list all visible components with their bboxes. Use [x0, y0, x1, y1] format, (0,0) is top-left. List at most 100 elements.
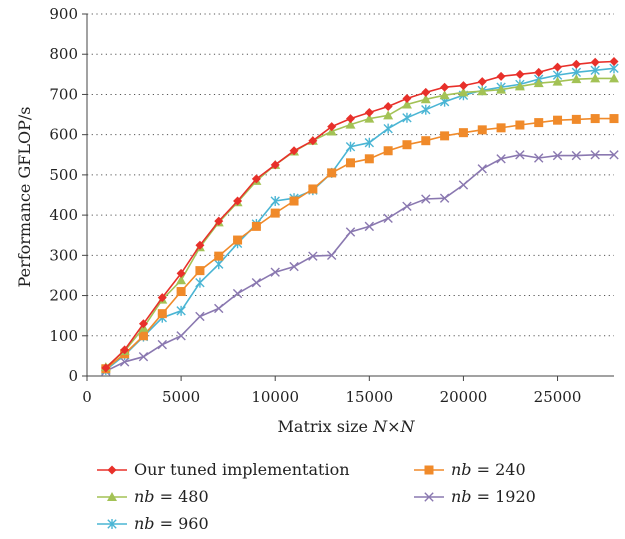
data-point: [345, 119, 356, 129]
data-point: [214, 259, 224, 270]
data-point: [515, 120, 525, 130]
series-line: [105, 77, 614, 368]
data-point: [571, 59, 581, 69]
data-point: [195, 240, 205, 250]
legend-label: nb = 960: [134, 514, 209, 533]
data-point: [346, 114, 355, 124]
data-point: [534, 118, 544, 128]
y-tick-label: 100: [49, 327, 78, 345]
data-point: [477, 86, 488, 96]
data-point: [270, 160, 280, 170]
data-point: [214, 251, 224, 261]
data-point: [401, 99, 412, 109]
series-line: [105, 153, 614, 372]
data-point: [571, 114, 581, 124]
data-point: [138, 319, 148, 329]
data-point: [421, 87, 431, 97]
data-point: [157, 309, 167, 319]
data-point: [364, 113, 375, 123]
data-point: [402, 93, 412, 103]
data-point: [477, 164, 487, 174]
data-point: [308, 136, 318, 146]
series-group: [100, 56, 619, 376]
data-point: [515, 69, 525, 79]
data-point: [176, 287, 186, 297]
axes: [82, 13, 614, 381]
data-point: [157, 339, 167, 350]
y-tick-label: 0: [68, 367, 78, 385]
data-point: [176, 275, 187, 285]
series-2: [100, 73, 619, 372]
data-point: [552, 76, 563, 86]
data-point: [326, 250, 337, 261]
data-point: [590, 57, 600, 67]
data-point: [176, 305, 186, 316]
series-3: [101, 63, 619, 375]
data-point: [383, 213, 393, 224]
data-point: [609, 56, 619, 66]
legend-item: Our tuned implementation: [97, 460, 350, 479]
x-tick-label: 0: [82, 388, 92, 406]
data-point: [346, 158, 355, 168]
data-point: [233, 196, 243, 206]
data-point: [176, 268, 186, 278]
data-point: [289, 261, 299, 272]
legend-marker: [107, 519, 117, 529]
gridlines: [87, 13, 614, 337]
y-tick-label: 400: [49, 206, 78, 224]
y-tick-label: 700: [49, 85, 78, 103]
legend-item: nb = 480: [97, 487, 209, 506]
legend-marker: [424, 465, 434, 475]
data-point: [120, 345, 130, 355]
data-point: [609, 114, 619, 124]
data-point: [383, 102, 393, 112]
data-point: [421, 136, 431, 146]
data-point: [590, 73, 601, 83]
data-point: [308, 184, 318, 194]
legend-marker: [424, 492, 434, 502]
data-point: [364, 108, 374, 118]
data-point: [383, 110, 394, 120]
legend: Our tuned implementation nb = 240 nb = 480…: [97, 460, 536, 533]
data-point: [477, 77, 487, 87]
series-line: [105, 60, 615, 369]
data-point: [195, 277, 205, 288]
data-point: [195, 311, 205, 322]
data-point: [364, 137, 375, 148]
data-point: [308, 251, 318, 261]
data-point: [345, 227, 356, 237]
data-point: [176, 331, 186, 341]
data-point: [439, 90, 450, 100]
data-point: [402, 112, 412, 123]
y-tick-label: 300: [49, 246, 78, 264]
data-point: [345, 141, 356, 152]
data-point: [534, 153, 544, 163]
data-point: [458, 180, 469, 190]
data-point: [477, 125, 487, 135]
data-point: [514, 81, 525, 91]
x-axis-title: Matrix size N×N: [278, 417, 416, 436]
data-point: [251, 221, 261, 231]
data-point: [590, 150, 600, 160]
data-point: [496, 71, 506, 81]
data-point: [157, 293, 167, 303]
data-point: [458, 87, 469, 97]
data-point: [383, 146, 393, 156]
data-point: [270, 267, 280, 277]
legend-marker: [107, 465, 117, 475]
data-point: [458, 81, 468, 91]
data-point: [440, 131, 450, 141]
x-tick-label: 5000: [162, 388, 200, 406]
data-point: [270, 196, 280, 207]
data-point: [327, 122, 337, 132]
series-line: [105, 67, 615, 371]
data-point: [440, 82, 450, 92]
data-point: [534, 67, 544, 77]
data-point: [270, 208, 280, 218]
data-point: [138, 331, 148, 341]
legend-item: nb = 1920: [414, 487, 536, 506]
y-tick-label: 200: [49, 287, 78, 305]
data-point: [609, 150, 619, 160]
y-tick-label: 600: [49, 126, 78, 144]
